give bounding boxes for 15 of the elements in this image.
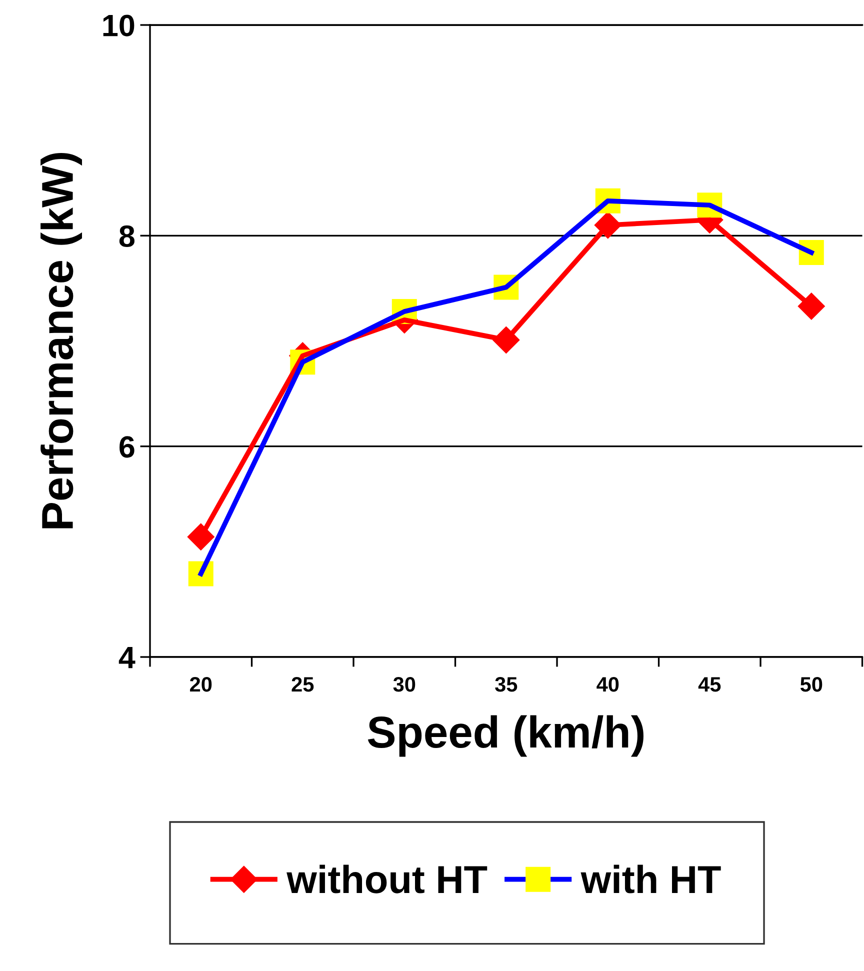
x-tick-label: 20 (190, 676, 212, 692)
y-axis-title: Performance (kW) (40, 153, 82, 528)
y-tick-label: 10 (103, 14, 134, 36)
y-tick-label: 4 (118, 647, 136, 668)
x-tick-label: 50 (800, 676, 822, 692)
x-tick-label: 35 (495, 676, 518, 692)
x-tick-label: 25 (292, 676, 314, 692)
x-axis-title: Speed (km/h) (368, 715, 644, 757)
legend-label: without HT (286, 864, 488, 894)
x-tick-label: 30 (393, 676, 416, 692)
x-tick-label: 40 (596, 676, 619, 692)
y-tick-label: 6 (120, 436, 134, 458)
legend-label: with HT (580, 864, 721, 894)
y-tick-label: 8 (119, 225, 134, 248)
x-tick-label: 45 (698, 677, 721, 692)
